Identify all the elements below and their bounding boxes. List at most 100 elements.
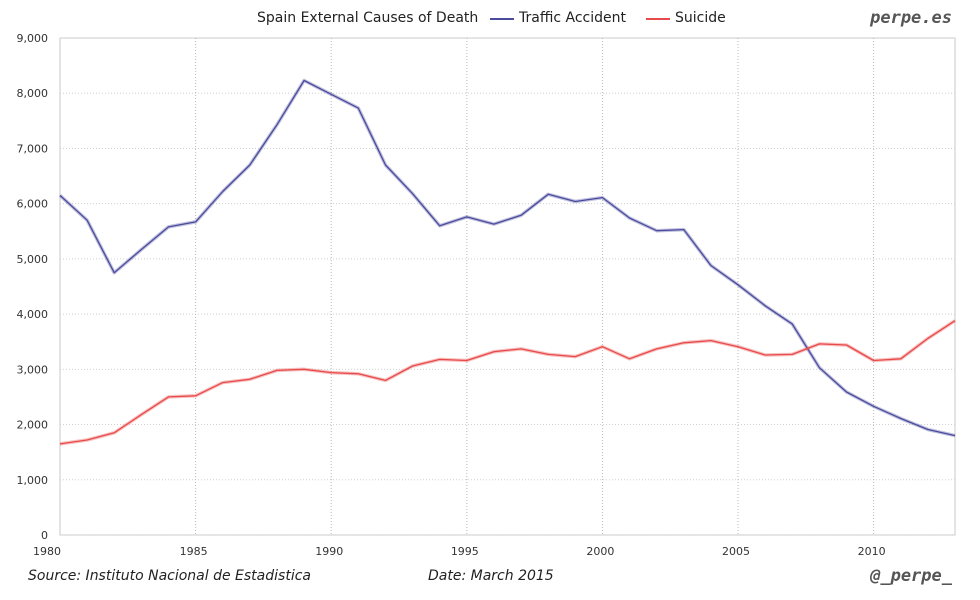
y-tick-label: 1,000 bbox=[17, 474, 49, 487]
y-tick-label: 8,000 bbox=[17, 87, 49, 100]
x-tick-label: 2010 bbox=[858, 545, 886, 558]
y-tick-label: 2,000 bbox=[17, 419, 49, 432]
brand-watermark: perpe.es bbox=[870, 8, 952, 28]
data-point-traffic-accident bbox=[954, 435, 955, 436]
legend-traffic-label: Traffic Accident bbox=[519, 10, 626, 26]
y-tick-label: 4,000 bbox=[17, 308, 49, 321]
data-point-suicide bbox=[412, 365, 413, 366]
chart-title: Spain External Causes of Death bbox=[257, 10, 479, 26]
data-point-traffic-accident bbox=[629, 217, 630, 218]
data-point-suicide bbox=[466, 360, 467, 361]
data-point-suicide bbox=[710, 340, 711, 341]
legend-suicide-label: Suicide bbox=[675, 10, 726, 26]
author-handle: @_perpe_ bbox=[870, 566, 952, 586]
data-point-traffic-accident bbox=[602, 197, 603, 198]
data-point-traffic-accident bbox=[656, 230, 657, 231]
data-point-traffic-accident bbox=[276, 124, 277, 125]
data-point-traffic-accident bbox=[819, 367, 820, 368]
data-point-traffic-accident bbox=[520, 215, 521, 216]
data-point-suicide bbox=[520, 348, 521, 349]
data-point-suicide bbox=[629, 358, 630, 359]
series-layer bbox=[58, 78, 956, 446]
legend-suicide-swatch bbox=[646, 18, 670, 20]
data-point-suicide bbox=[575, 356, 576, 357]
data-point-suicide bbox=[900, 358, 901, 359]
data-point-suicide bbox=[385, 380, 386, 381]
series-line-traffic-accident-halo bbox=[58, 78, 956, 438]
y-tick-label: 9,000 bbox=[17, 32, 49, 45]
data-point-suicide bbox=[602, 346, 603, 347]
data-point-traffic-accident bbox=[222, 191, 223, 192]
data-point-traffic-accident bbox=[710, 265, 711, 266]
data-point-traffic-accident bbox=[846, 391, 847, 392]
data-point-suicide bbox=[303, 369, 304, 370]
data-point-traffic-accident bbox=[548, 194, 549, 195]
y-tick-label: 6,000 bbox=[17, 198, 49, 211]
data-point-suicide bbox=[195, 395, 196, 396]
data-point-traffic-accident bbox=[737, 284, 738, 285]
data-point-traffic-accident bbox=[331, 94, 332, 95]
data-point-traffic-accident bbox=[303, 80, 304, 81]
plot-frame bbox=[59, 37, 956, 536]
x-tick-label: 1980 bbox=[33, 545, 61, 558]
data-point-suicide bbox=[331, 372, 332, 373]
data-point-traffic-accident bbox=[87, 220, 88, 221]
data-point-traffic-accident bbox=[792, 323, 793, 324]
data-point-suicide bbox=[737, 346, 738, 347]
data-point-traffic-accident bbox=[466, 216, 467, 217]
y-tick-label: 3,000 bbox=[17, 363, 49, 376]
data-point-suicide bbox=[954, 320, 955, 321]
data-point-traffic-accident bbox=[765, 305, 766, 306]
y-tick-label: 0 bbox=[41, 529, 48, 542]
data-point-suicide bbox=[493, 351, 494, 352]
date-note: Date: March 2015 bbox=[428, 568, 554, 584]
data-point-suicide bbox=[276, 370, 277, 371]
y-tick-label: 5,000 bbox=[17, 253, 49, 266]
data-point-suicide bbox=[87, 439, 88, 440]
data-point-traffic-accident bbox=[575, 201, 576, 202]
data-point-traffic-accident bbox=[141, 249, 142, 250]
data-point-traffic-accident bbox=[358, 108, 359, 109]
data-point-traffic-accident bbox=[412, 193, 413, 194]
data-point-suicide bbox=[168, 396, 169, 397]
data-point-suicide bbox=[141, 414, 142, 415]
data-point-traffic-accident bbox=[114, 272, 115, 273]
data-point-suicide bbox=[765, 354, 766, 355]
x-tick-label: 1990 bbox=[315, 545, 343, 558]
series-line-suicide bbox=[59, 320, 956, 445]
data-point-suicide bbox=[873, 360, 874, 361]
data-point-suicide bbox=[114, 432, 115, 433]
data-point-traffic-accident bbox=[59, 195, 60, 196]
data-point-suicide bbox=[927, 338, 928, 339]
data-point-traffic-accident bbox=[683, 229, 684, 230]
data-point-traffic-accident bbox=[493, 223, 494, 224]
data-point-traffic-accident bbox=[385, 164, 386, 165]
data-point-traffic-accident bbox=[900, 418, 901, 419]
series-line-traffic-accident bbox=[59, 79, 956, 437]
data-point-traffic-accident bbox=[195, 221, 196, 222]
series-line-suicide-halo bbox=[59, 319, 956, 446]
data-point-suicide bbox=[656, 348, 657, 349]
legend-traffic-swatch bbox=[490, 18, 514, 20]
source-note: Source: Instituto Nacional de Estadistic… bbox=[28, 568, 311, 584]
data-point-suicide bbox=[548, 354, 549, 355]
x-tick-label: 1995 bbox=[451, 545, 479, 558]
data-point-suicide bbox=[249, 379, 250, 380]
x-tick-label: 1985 bbox=[180, 545, 208, 558]
axis-layer: 0 1,000 2,000 3,000 4,000 5,000 6,000 7,000 8,00… bbox=[17, 32, 886, 558]
data-point-suicide bbox=[792, 354, 793, 355]
data-point-suicide bbox=[358, 373, 359, 374]
y-tick-label: 7,000 bbox=[17, 142, 49, 155]
data-point-suicide bbox=[683, 342, 684, 343]
data-point-traffic-accident bbox=[927, 429, 928, 430]
data-point-suicide bbox=[439, 359, 440, 360]
data-point-suicide bbox=[819, 343, 820, 344]
data-point-suicide bbox=[846, 344, 847, 345]
data-point-traffic-accident bbox=[249, 164, 250, 165]
data-point-traffic-accident bbox=[873, 406, 874, 407]
grid-layer bbox=[59, 37, 956, 536]
x-tick-label: 2000 bbox=[586, 545, 614, 558]
data-point-suicide bbox=[59, 443, 60, 444]
